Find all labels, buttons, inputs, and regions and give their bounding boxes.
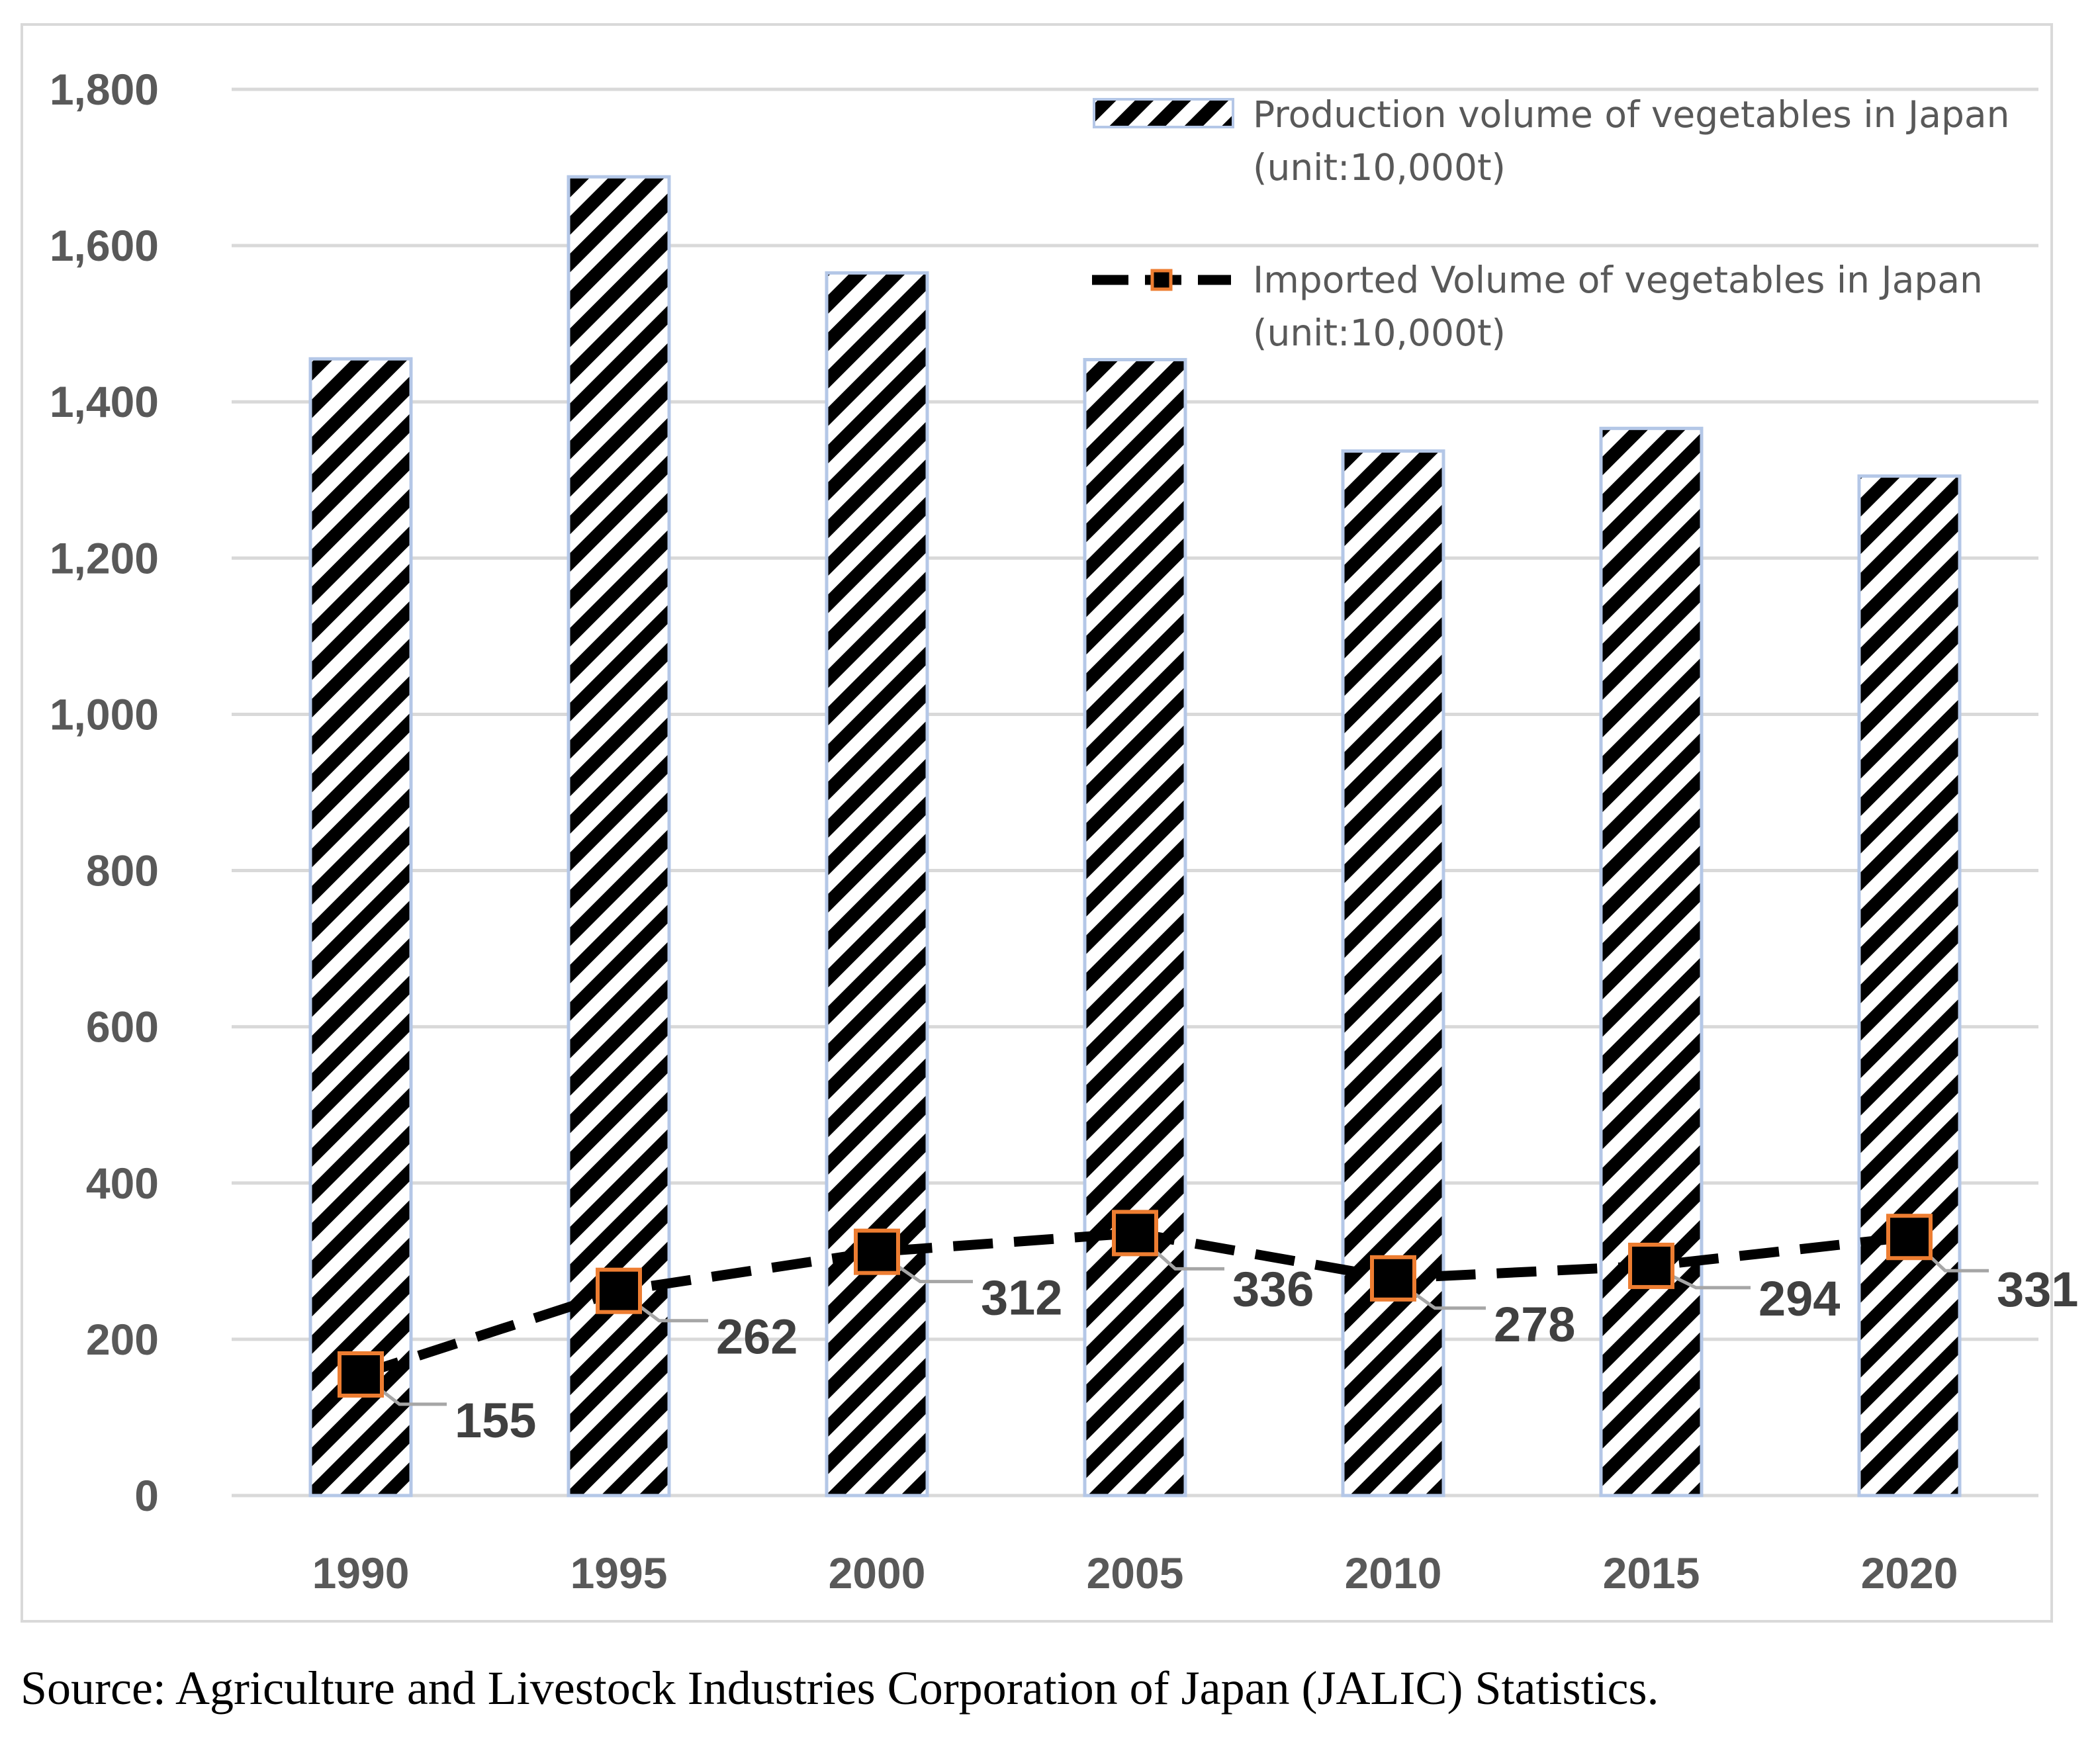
import-marker <box>1112 1210 1158 1257</box>
y-tick-label: 0 <box>134 1471 159 1520</box>
gridlines <box>232 87 2038 1498</box>
y-tick-label: 200 <box>86 1315 159 1364</box>
import-line: 155 262 312 336 278 294 331 <box>338 1210 2078 1448</box>
legend-label-production-1: Production volume of vegetables in Japan <box>1253 93 2009 136</box>
import-marker <box>1886 1214 1933 1261</box>
y-axis-ticks: 0 200 400 600 800 1,000 1,200 1,400 1,600 1,800 <box>50 65 159 1520</box>
production-bar <box>1857 474 1962 1498</box>
import-marker <box>1628 1242 1674 1289</box>
data-label: 294 <box>1758 1271 1840 1326</box>
data-label: 155 <box>455 1393 536 1448</box>
x-tick-label: 2005 <box>1087 1548 1184 1597</box>
production-bar <box>1599 426 1704 1498</box>
x-tick-label: 1995 <box>571 1548 668 1597</box>
y-tick-label: 1,200 <box>50 533 159 582</box>
import-marker <box>854 1228 900 1275</box>
bars <box>308 175 1962 1498</box>
y-tick-label: 1,000 <box>50 690 159 739</box>
y-tick-label: 600 <box>86 1003 159 1052</box>
production-bar <box>1341 449 1445 1498</box>
data-label: 278 <box>1494 1297 1575 1352</box>
x-axis-ticks: 1990 1995 2000 2005 2010 2015 2020 <box>312 1548 1958 1597</box>
y-tick-label: 800 <box>86 846 159 895</box>
data-label: 262 <box>716 1310 798 1365</box>
y-tick-label: 1,600 <box>50 221 159 270</box>
legend-label-production-2: (unit:10,000t) <box>1253 146 1506 189</box>
x-tick-label: 2020 <box>1861 1548 1958 1597</box>
data-label: 312 <box>981 1271 1062 1325</box>
legend-swatch-import-marker <box>1150 269 1173 291</box>
y-tick-label: 1,800 <box>50 65 159 114</box>
x-tick-label: 2015 <box>1603 1548 1700 1597</box>
y-tick-label: 400 <box>86 1159 159 1208</box>
data-label: 331 <box>1997 1262 2078 1317</box>
legend-label-import-1: Imported Volume of vegetables in Japan <box>1253 259 1983 301</box>
legend: Production volume of vegetables in Japan… <box>1092 93 2009 354</box>
import-marker <box>596 1267 642 1314</box>
data-label: 336 <box>1232 1261 1314 1316</box>
import-marker <box>338 1351 384 1398</box>
source-note: Source: Agriculture and Livestock Indust… <box>21 1662 1659 1715</box>
import-marker <box>1370 1255 1416 1302</box>
production-bar <box>308 357 413 1498</box>
legend-swatch-production <box>1093 98 1234 128</box>
x-tick-label: 2010 <box>1345 1548 1442 1597</box>
production-bar <box>825 271 929 1498</box>
x-tick-label: 2000 <box>829 1548 926 1597</box>
x-tick-label: 1990 <box>312 1548 410 1597</box>
y-tick-label: 1,400 <box>50 377 159 426</box>
production-bar <box>1083 357 1187 1498</box>
legend-label-import-2: (unit:10,000t) <box>1253 312 1506 354</box>
